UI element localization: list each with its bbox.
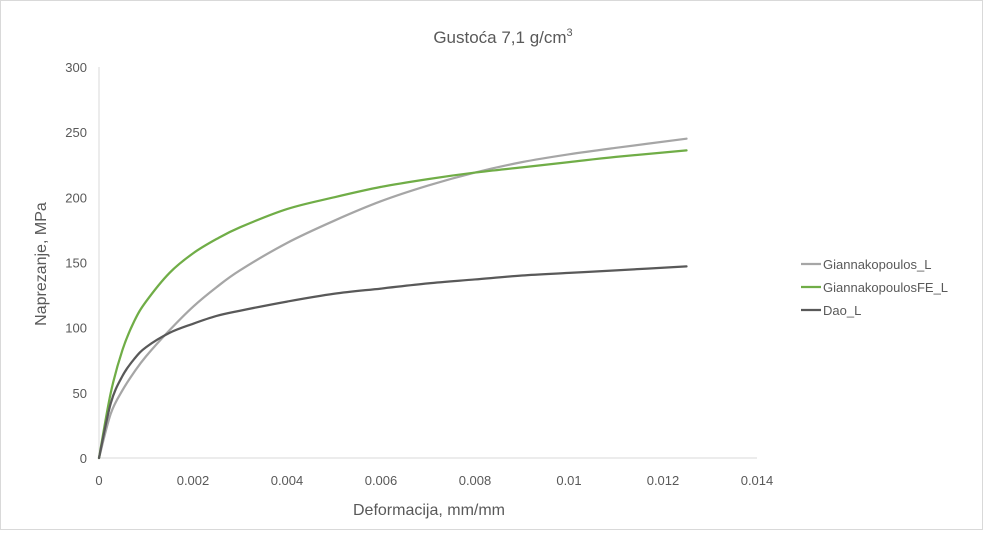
series-line-dao-l xyxy=(97,265,688,460)
legend: Giannakopoulos_L GiannakopoulosFE_L Dao_L xyxy=(801,257,948,318)
x-tick-label: 0.012 xyxy=(647,473,680,488)
x-tick-label: 0.006 xyxy=(365,473,398,488)
y-tick-label: 100 xyxy=(65,321,87,336)
y-axis-title: Naprezanje, MPa xyxy=(33,202,50,326)
x-axis-title: Deformacija, mm/mm xyxy=(353,502,505,519)
y-tick-label: 300 xyxy=(65,60,87,75)
x-tick-label: 0 xyxy=(95,473,102,488)
x-tick-label: 0.014 xyxy=(741,473,774,488)
y-tick-label: 0 xyxy=(80,451,87,466)
legend-label: GiannakopoulosFE_L xyxy=(823,280,948,295)
x-tick-label: 0.008 xyxy=(459,473,492,488)
x-tick-label: 0.002 xyxy=(177,473,210,488)
x-tick-label: 0.01 xyxy=(556,473,581,488)
x-tick-label: 0.004 xyxy=(271,473,304,488)
y-tick-label: 200 xyxy=(65,190,87,205)
legend-label: Giannakopoulos_L xyxy=(823,257,931,272)
chart-title-superscript: 3 xyxy=(567,27,573,39)
series-line-giannakopoulos-l xyxy=(97,137,688,460)
series-line-giannakopoulosfe-l xyxy=(97,149,688,460)
y-tick-label: 150 xyxy=(65,256,87,271)
y-tick-label: 250 xyxy=(65,125,87,140)
y-tick-label: 50 xyxy=(73,386,87,401)
chart-title-text: Gustoća 7,1 g/cm xyxy=(433,28,566,47)
legend-label: Dao_L xyxy=(823,303,861,318)
chart-title: Gustoća 7,1 g/cm3 xyxy=(433,27,572,47)
plot-area: 0 50 100 150 200 250 300 0 0.002 0.004 0.006 0.008 0… xyxy=(65,60,773,488)
